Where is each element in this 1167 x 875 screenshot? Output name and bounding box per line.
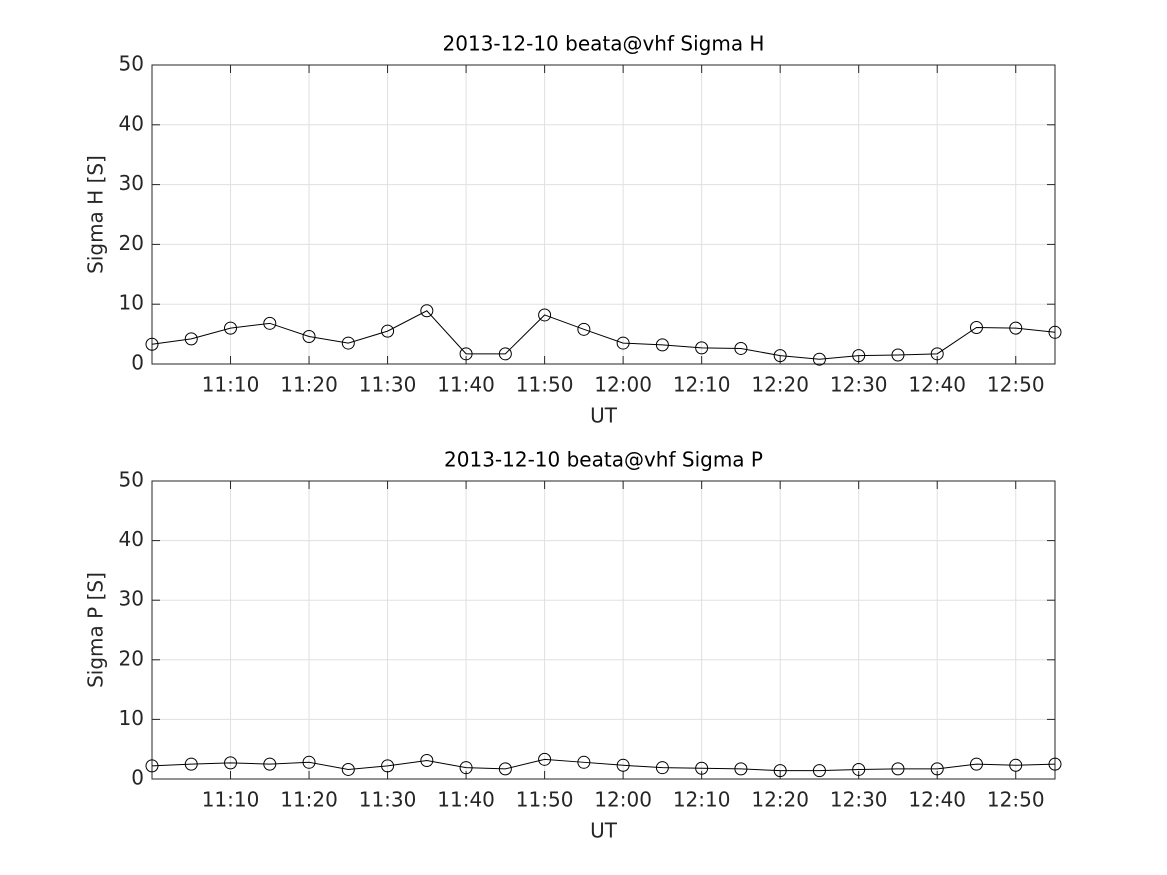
data-point [969,321,983,335]
data-point [616,336,630,350]
data-point [420,754,434,768]
y-tick-label: 0 [131,766,144,790]
data-point [577,755,591,769]
chart-title: 2013-12-10 beata@vhf Sigma P [444,448,763,472]
data-point [734,341,748,355]
y-tick-label: 20 [119,646,144,670]
data-point [538,752,552,766]
x-tick-label: 11:20 [280,788,338,812]
data-point [420,304,434,318]
x-tick-label: 11:40 [437,373,495,397]
data-point [498,347,512,361]
data-point [969,757,983,771]
data-point [812,352,826,366]
y-tick-label: 50 [119,52,144,76]
x-tick-label: 12:40 [908,373,966,397]
data-point [734,762,748,776]
x-tick-label: 12:20 [751,788,809,812]
data-point [695,761,709,775]
y-tick-label: 30 [119,587,144,611]
plot-frame [151,480,1056,780]
chart-title: 2013-12-10 beata@vhf Sigma H [443,32,765,56]
data-point [459,347,473,361]
data-point [145,337,159,351]
data-point [577,322,591,336]
data-point [891,762,905,776]
data-point [891,348,905,362]
data-point [302,755,316,769]
data-point [930,347,944,361]
plot-frame [151,64,1056,365]
x-tick-label: 12:50 [987,373,1045,397]
data-point [302,329,316,343]
x-axis-label: UT [590,819,618,843]
data-point [184,332,198,346]
x-tick-label: 12:10 [673,373,731,397]
data-point [1048,325,1062,339]
data-point [263,316,277,330]
x-tick-label: 12:20 [751,373,809,397]
y-tick-label: 10 [119,291,144,315]
y-tick-label: 10 [119,706,144,730]
y-tick-label: 0 [131,351,144,375]
x-tick-label: 11:20 [280,373,338,397]
data-line [151,310,1056,360]
x-tick-label: 11:50 [516,788,574,812]
data-point [852,762,866,776]
data-point [655,761,669,775]
data-point [184,757,198,771]
x-tick-label: 12:50 [987,788,1045,812]
data-point [1009,321,1023,335]
data-point [263,757,277,771]
data-point [852,349,866,363]
data-point [459,761,473,775]
data-point [1009,758,1023,772]
data-point [381,759,395,773]
data-point [616,758,630,772]
x-axis-label: UT [590,404,618,428]
data-point [773,764,787,778]
data-point [695,341,709,355]
data-point [812,764,826,778]
x-tick-label: 11:50 [516,373,574,397]
data-point [1048,757,1062,771]
y-axis-label: Sigma H [S] [84,155,108,274]
data-point [498,762,512,776]
data-point [655,338,669,352]
x-tick-label: 11:30 [359,373,417,397]
data-point [930,762,944,776]
x-tick-label: 12:00 [594,788,652,812]
y-tick-label: 40 [119,527,144,551]
data-point [341,336,355,350]
y-tick-label: 30 [119,171,144,195]
data-point [381,324,395,338]
x-tick-label: 12:30 [830,373,888,397]
data-line [151,758,1056,772]
y-tick-label: 50 [119,468,144,492]
y-axis-label: Sigma P [S] [84,572,108,688]
x-tick-label: 11:10 [202,373,260,397]
data-point [773,349,787,363]
data-point [224,321,238,335]
data-point [145,759,159,773]
x-tick-label: 12:10 [673,788,731,812]
x-tick-label: 11:40 [437,788,495,812]
x-tick-label: 11:10 [202,788,260,812]
x-tick-label: 12:40 [908,788,966,812]
x-tick-label: 12:30 [830,788,888,812]
data-point [224,756,238,770]
x-tick-label: 12:00 [594,373,652,397]
data-point [538,308,552,322]
y-tick-label: 20 [119,231,144,255]
y-tick-label: 40 [119,111,144,135]
data-point [341,762,355,776]
x-tick-label: 11:30 [359,788,417,812]
